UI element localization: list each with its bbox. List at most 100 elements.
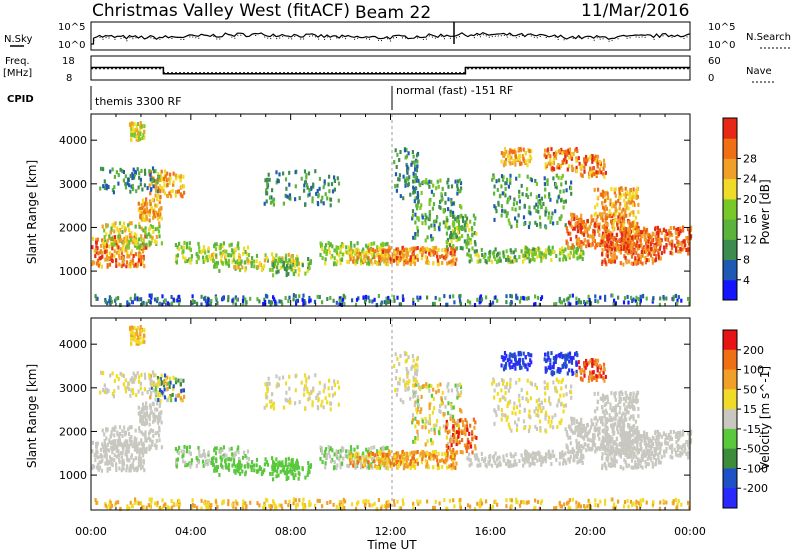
radar-cell xyxy=(415,450,418,455)
radar-cell xyxy=(271,456,274,461)
radar-cell xyxy=(599,160,602,165)
radar-cell xyxy=(154,397,157,402)
radar-cell xyxy=(428,213,431,218)
radar-cell xyxy=(101,428,104,433)
radar-cell xyxy=(180,245,183,250)
radar-cell xyxy=(271,403,274,408)
radar-cell xyxy=(606,234,609,239)
radar-cell xyxy=(152,178,156,183)
radar-cell xyxy=(137,254,141,259)
radar-cell xyxy=(573,250,576,255)
radar-cell xyxy=(105,257,109,262)
radar-cell xyxy=(168,180,171,185)
radar-cell xyxy=(264,300,267,304)
radar-cell xyxy=(397,177,400,182)
radar-cell xyxy=(143,468,146,473)
radar-cell xyxy=(601,262,604,266)
radar-cell xyxy=(272,256,275,260)
radar-cell xyxy=(465,220,468,225)
radar-cell xyxy=(370,457,374,461)
radar-cell xyxy=(630,223,633,228)
radar-cell xyxy=(138,449,141,454)
radar-cell xyxy=(288,170,291,175)
radar-cell xyxy=(458,178,462,183)
radar-cell xyxy=(579,240,582,245)
radar-cell xyxy=(405,458,408,463)
radar-cell xyxy=(564,154,567,159)
radar-cell xyxy=(287,265,290,270)
radar-cell xyxy=(163,191,167,196)
radar-cell xyxy=(623,211,626,216)
radar-cell xyxy=(613,259,617,264)
radar-cell xyxy=(106,263,109,268)
radar-cell xyxy=(149,234,152,239)
radar-cell xyxy=(128,228,131,232)
radar-cell xyxy=(591,166,594,171)
radar-cell xyxy=(152,184,155,189)
radar-cell xyxy=(396,152,399,157)
radar-cell xyxy=(290,254,294,259)
radar-cell xyxy=(405,254,408,259)
radar-cell xyxy=(91,245,94,250)
radar-cell xyxy=(343,302,346,306)
radar-cell xyxy=(351,298,354,303)
radar-cell xyxy=(632,297,635,302)
radar-cell xyxy=(520,296,523,301)
radar-cell xyxy=(588,298,591,302)
radar-cell xyxy=(188,445,191,450)
radar-cell xyxy=(148,209,151,214)
radar-cell xyxy=(419,247,422,252)
radar-cell xyxy=(102,167,105,172)
radar-cell xyxy=(570,212,573,217)
radar-cell xyxy=(137,456,140,461)
radar-cell xyxy=(158,208,161,213)
radar-cell xyxy=(687,296,690,301)
radar-cell xyxy=(283,267,287,271)
radar-cell xyxy=(272,258,275,263)
radar-cell xyxy=(142,416,145,421)
radar-cell xyxy=(176,253,179,258)
radar-cell xyxy=(637,297,640,302)
radar-cell xyxy=(172,180,175,185)
radar-cell xyxy=(124,174,127,179)
radar-cell xyxy=(411,450,414,455)
radar-cell xyxy=(386,462,389,466)
radar-cell xyxy=(425,384,428,389)
radar-cell xyxy=(178,241,181,246)
radar-cell xyxy=(156,296,159,301)
radar-cell xyxy=(436,254,439,259)
radar-cell xyxy=(405,358,409,363)
radar-cell xyxy=(627,220,630,225)
radar-cell xyxy=(612,219,615,224)
radar-cell xyxy=(277,179,280,184)
radar-cell xyxy=(568,147,572,152)
radar-cell xyxy=(405,451,408,456)
radar-cell xyxy=(488,303,491,307)
radar-cell xyxy=(179,178,182,183)
radar-cell xyxy=(177,451,180,456)
radar-cell xyxy=(190,254,193,259)
radar-cell xyxy=(135,238,138,242)
radar-cell xyxy=(170,398,173,403)
radar-cell xyxy=(125,237,129,242)
radar-cell xyxy=(515,224,519,228)
radar-cell xyxy=(276,265,279,270)
radar-cell xyxy=(206,300,209,305)
radar-cell xyxy=(103,439,106,443)
radar-cell xyxy=(593,239,597,244)
radar-cell xyxy=(141,260,144,265)
radar-cell xyxy=(387,248,390,253)
radar-cell xyxy=(395,247,398,252)
radar-cell xyxy=(237,445,240,450)
radar-cell xyxy=(628,249,631,254)
radar-cell xyxy=(96,258,100,263)
radar-cell xyxy=(154,383,157,388)
radar-cell xyxy=(643,231,646,236)
radar-cell xyxy=(215,253,218,258)
radar-cell xyxy=(287,475,290,480)
radar-cell xyxy=(332,466,336,471)
radar-cell xyxy=(284,258,288,263)
radar-cell xyxy=(132,187,135,192)
radar-cell xyxy=(152,382,156,387)
radar-cell xyxy=(123,221,126,226)
